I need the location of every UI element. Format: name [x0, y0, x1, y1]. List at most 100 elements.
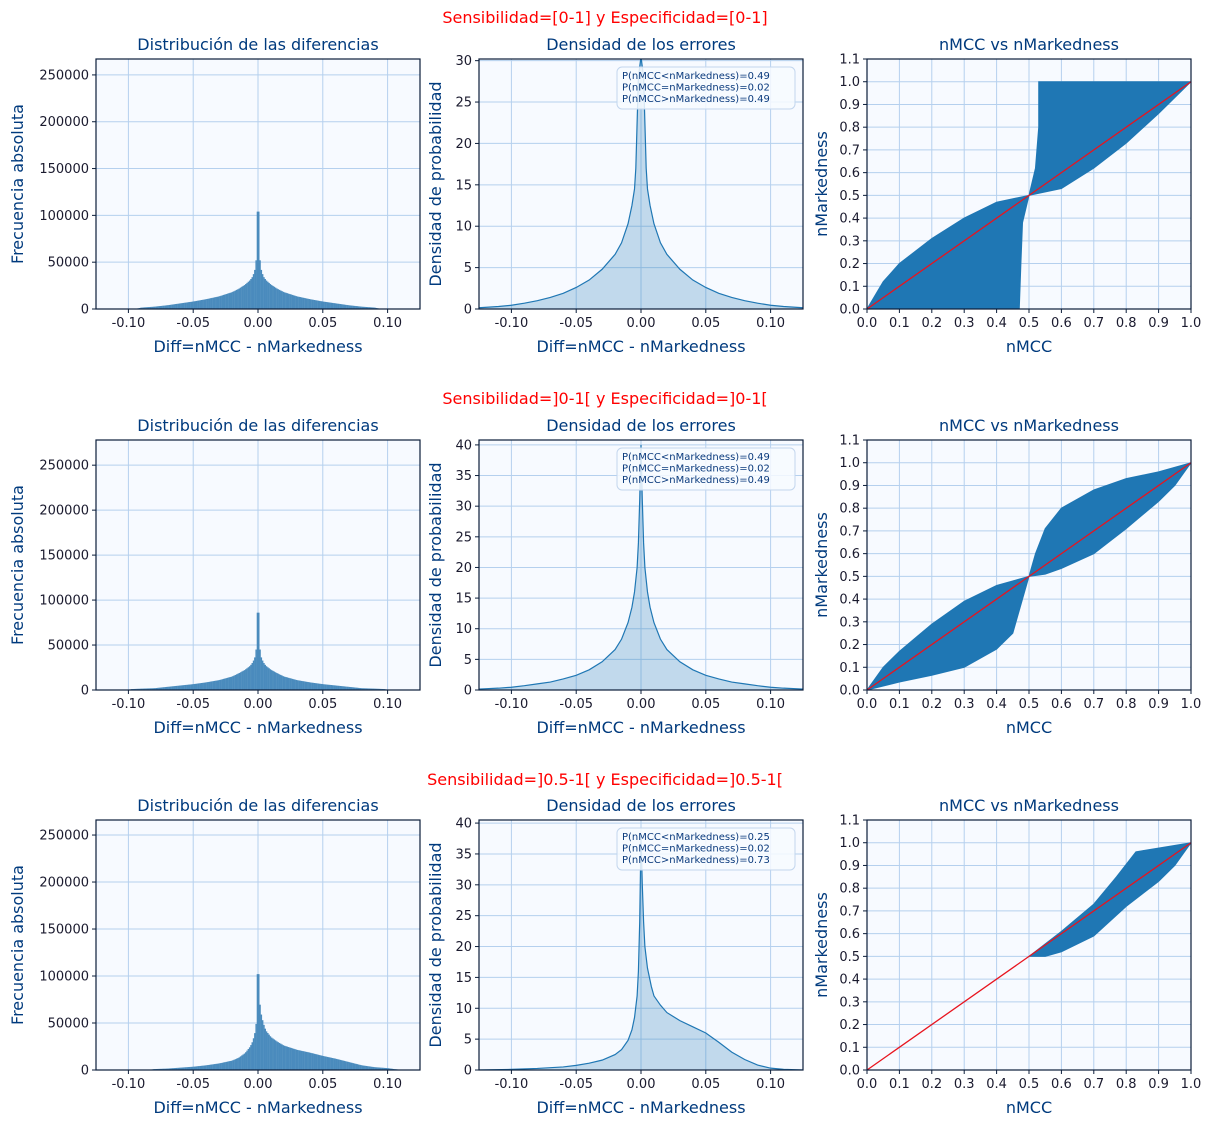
histogram-bar	[268, 1034, 270, 1070]
panel-scatter-2-2: 0.0 0.1 0.2 0.3 0.4 0.5 0.6 0.7 0.8 0.9 1.0 0.0 0.1 0…	[812, 796, 1201, 1117]
histogram-bar	[251, 1042, 254, 1070]
histogram-bar	[374, 307, 377, 309]
histogram-bar	[269, 1036, 272, 1070]
histogram-bar	[292, 1048, 295, 1070]
histogram-bar	[331, 685, 334, 690]
histogram-bar	[382, 1067, 384, 1070]
histogram-bar	[386, 1068, 388, 1070]
histogram-bar	[241, 1055, 243, 1070]
y-tick-label: 0.2	[839, 257, 860, 272]
histogram-bar	[292, 679, 295, 690]
histogram-bar	[221, 679, 224, 690]
histogram-bar	[141, 688, 143, 690]
histogram-bar	[195, 300, 198, 309]
histogram-bar	[219, 679, 221, 690]
probability-annotation: P(nMCC<nMarkedness)=0.25P(nMCC=nMarkedne…	[616, 827, 796, 871]
y-tick-label: 0.9	[839, 98, 860, 113]
histogram-bar	[164, 687, 167, 690]
histogram-bar	[309, 299, 312, 309]
histogram-bar	[255, 1023, 257, 1070]
x-tick-label: -0.05	[176, 1077, 210, 1092]
histogram-bar	[261, 274, 264, 309]
histogram-bar	[330, 1057, 333, 1070]
histogram-bar	[333, 1058, 335, 1070]
histogram-bar	[283, 292, 286, 309]
histogram-bar	[155, 687, 158, 690]
annotation-line: P(nMCC=nMarkedness)=0.02	[622, 844, 770, 855]
histogram-bar	[347, 1061, 349, 1070]
histogram-bar	[370, 307, 373, 309]
histogram-bar	[374, 688, 377, 690]
x-axis-label: nMCC	[1006, 337, 1052, 356]
histogram-bar	[246, 668, 248, 690]
chart-row-0: Sensibilidad=[0-1] y Especificidad=[0-1]…	[8, 8, 1201, 356]
x-tick-label: 0.2	[921, 697, 942, 712]
histogram-bar	[241, 286, 243, 309]
histogram-bar	[312, 1053, 314, 1070]
y-tick-label: 10	[455, 622, 472, 637]
panel-bar-2-0: -0.10 -0.05 0.00 0.05 0.10 0 50000 100000 150000…	[8, 796, 421, 1117]
histogram-bar	[302, 1051, 304, 1070]
histogram-bar	[165, 686, 168, 690]
histogram-bar	[250, 1045, 252, 1070]
histogram-bar	[337, 303, 339, 309]
histogram-bar	[360, 306, 362, 309]
histogram-bar	[353, 1063, 356, 1070]
histogram-bar	[180, 303, 182, 309]
histogram-bar	[267, 667, 269, 690]
x-tick-label: -0.05	[559, 316, 593, 331]
annotation-line: P(nMCC<nMarkedness)=0.49	[622, 71, 770, 82]
panel-area-2-1: P(nMCC<nMarkedness)=0.25P(nMCC=nMarkedne…	[426, 796, 804, 1117]
y-tick-label: 10	[455, 1002, 472, 1017]
histogram-bar	[208, 1064, 211, 1070]
histogram-bar	[289, 678, 291, 690]
histogram-bar	[272, 1038, 274, 1070]
x-axis-label: Diff=nMCC - nMarkedness	[153, 1098, 362, 1117]
histogram-bar	[289, 1047, 291, 1070]
histogram-bar	[317, 1054, 320, 1070]
histogram-bar	[246, 282, 248, 309]
histogram-bar	[302, 297, 304, 309]
histogram-bar	[292, 295, 295, 309]
histogram-bar	[186, 684, 189, 690]
histogram-bar	[355, 687, 357, 690]
histogram-bar	[351, 1062, 353, 1070]
y-axis-label: Densidad de probabilidad	[426, 462, 445, 667]
histogram-bar	[242, 285, 244, 309]
histogram-bar	[207, 682, 209, 690]
row-suptitle: Sensibilidad=[0-1] y Especificidad=[0-1]	[442, 8, 767, 27]
histogram-bar	[348, 686, 351, 690]
histogram-bar	[302, 681, 304, 690]
histogram-bar	[296, 680, 299, 690]
annotation-line: P(nMCC<nMarkedness)=0.25	[622, 832, 770, 843]
x-tick-label: 0.6	[1051, 316, 1072, 331]
y-tick-label: 200000	[39, 876, 89, 891]
histogram-bar	[238, 673, 241, 690]
x-tick-label: 0.3	[954, 1077, 975, 1092]
histogram-bar	[347, 305, 349, 309]
histogram-bar	[259, 649, 261, 690]
histogram-bar	[342, 686, 344, 690]
y-axis-label: nMarkedness	[812, 131, 831, 237]
histogram-bar	[251, 663, 254, 690]
x-axis-label: nMCC	[1006, 1098, 1052, 1117]
histogram-bar	[368, 1066, 370, 1070]
y-tick-label: 20	[455, 940, 472, 955]
histogram-bar	[181, 1067, 184, 1070]
histogram-bar	[282, 291, 285, 309]
histogram-bar	[265, 280, 268, 309]
histogram-bar	[362, 306, 365, 309]
histogram-bar	[298, 296, 300, 309]
histogram-bar	[208, 681, 211, 690]
histogram-bar	[264, 664, 266, 690]
histogram-bar	[164, 1068, 167, 1070]
x-tick-label: 0.05	[691, 697, 720, 712]
histogram-bar	[270, 1037, 273, 1070]
histogram-bar	[195, 1066, 198, 1070]
histogram-bar	[190, 301, 193, 309]
x-tick-label: 0.3	[954, 316, 975, 331]
histogram-bar	[213, 680, 216, 690]
histogram-bar	[270, 670, 273, 690]
histogram-bar	[372, 307, 374, 309]
histogram-bar	[145, 688, 147, 690]
